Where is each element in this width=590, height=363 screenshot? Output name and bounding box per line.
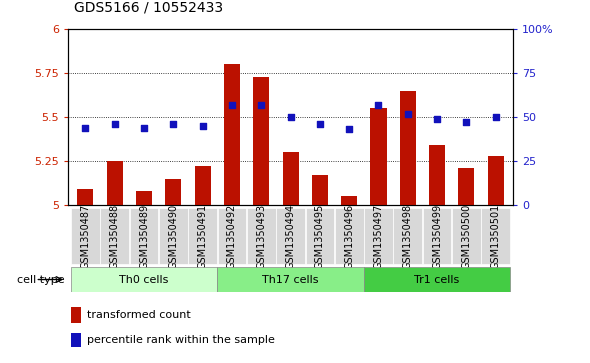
- Bar: [71, 333, 81, 347]
- Bar: [371, 108, 386, 205]
- Text: GSM1350494: GSM1350494: [286, 203, 296, 269]
- Point: [286, 114, 295, 120]
- Point: [345, 126, 354, 132]
- Point: [374, 102, 384, 108]
- Text: GSM1350496: GSM1350496: [344, 203, 354, 269]
- Bar: [341, 196, 358, 205]
- Point: [432, 116, 442, 122]
- Bar: [253, 77, 269, 205]
- Text: GSM1350493: GSM1350493: [256, 203, 266, 269]
- Point: [139, 125, 149, 131]
- Point: [257, 102, 266, 108]
- FancyBboxPatch shape: [217, 267, 364, 292]
- Text: GSM1350488: GSM1350488: [110, 203, 120, 269]
- Text: GSM1350491: GSM1350491: [198, 203, 208, 269]
- Point: [315, 121, 324, 127]
- Bar: [488, 156, 504, 205]
- Text: GSM1350492: GSM1350492: [227, 203, 237, 269]
- Text: GSM1350497: GSM1350497: [373, 203, 384, 269]
- Bar: [195, 166, 211, 205]
- FancyBboxPatch shape: [481, 208, 510, 264]
- FancyBboxPatch shape: [100, 208, 129, 264]
- FancyBboxPatch shape: [364, 208, 393, 264]
- FancyBboxPatch shape: [188, 208, 217, 264]
- Bar: [71, 307, 81, 323]
- FancyBboxPatch shape: [71, 208, 100, 264]
- Text: GSM1350487: GSM1350487: [80, 203, 90, 269]
- Point: [227, 102, 237, 108]
- Point: [403, 111, 412, 117]
- Point: [169, 121, 178, 127]
- FancyBboxPatch shape: [247, 208, 276, 264]
- Text: percentile rank within the sample: percentile rank within the sample: [87, 335, 274, 345]
- Bar: [283, 152, 299, 205]
- FancyBboxPatch shape: [394, 208, 422, 264]
- Bar: [429, 145, 445, 205]
- FancyBboxPatch shape: [452, 208, 481, 264]
- FancyBboxPatch shape: [130, 208, 158, 264]
- Text: GSM1350490: GSM1350490: [168, 203, 178, 269]
- Text: GDS5166 / 10552433: GDS5166 / 10552433: [74, 0, 223, 15]
- Bar: [400, 91, 416, 205]
- Text: GSM1350499: GSM1350499: [432, 203, 442, 269]
- Text: transformed count: transformed count: [87, 310, 191, 320]
- Bar: [165, 179, 181, 205]
- FancyBboxPatch shape: [423, 208, 451, 264]
- FancyBboxPatch shape: [218, 208, 246, 264]
- Bar: [312, 175, 328, 205]
- Text: Th0 cells: Th0 cells: [119, 274, 169, 285]
- Text: GSM1350489: GSM1350489: [139, 203, 149, 269]
- Point: [110, 121, 119, 127]
- Text: GSM1350495: GSM1350495: [315, 203, 325, 269]
- Bar: [107, 161, 123, 205]
- Point: [81, 125, 90, 131]
- Text: cell type: cell type: [17, 274, 65, 285]
- FancyBboxPatch shape: [159, 208, 188, 264]
- Point: [462, 119, 471, 125]
- Text: Th17 cells: Th17 cells: [263, 274, 319, 285]
- Text: GSM1350500: GSM1350500: [461, 203, 471, 269]
- FancyBboxPatch shape: [335, 208, 363, 264]
- FancyBboxPatch shape: [71, 267, 217, 292]
- Text: GSM1350501: GSM1350501: [491, 203, 501, 269]
- Point: [491, 114, 500, 120]
- Bar: [224, 64, 240, 205]
- Point: [198, 123, 207, 129]
- Text: GSM1350498: GSM1350498: [403, 203, 413, 269]
- FancyBboxPatch shape: [364, 267, 510, 292]
- FancyBboxPatch shape: [276, 208, 305, 264]
- Bar: [136, 191, 152, 205]
- Bar: [458, 168, 474, 205]
- Text: Tr1 cells: Tr1 cells: [415, 274, 460, 285]
- Bar: [77, 189, 93, 205]
- FancyBboxPatch shape: [306, 208, 335, 264]
